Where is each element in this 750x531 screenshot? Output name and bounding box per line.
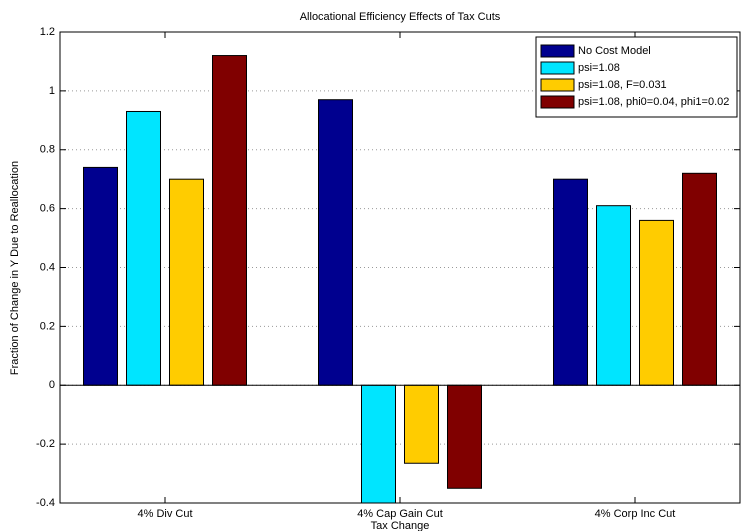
bar [447,384,482,489]
legend-swatch [540,78,575,92]
y-tick-label: 0.2 [40,320,55,332]
x-axis-label: Tax Change [371,520,430,531]
x-tick-label: 4% Div Cut [137,508,192,520]
plot-frame [59,31,741,504]
bar [318,99,353,386]
legend-swatch [540,95,575,109]
bar [169,178,204,386]
bar [596,205,631,386]
y-tick-label: 0.8 [40,144,55,156]
y-tick-label: 1.2 [40,26,55,38]
bar [553,178,588,386]
legend-label: psi=1.08, F=0.031 [578,79,667,91]
y-tick-label: -0.2 [36,438,55,450]
chart-title: Allocational Efficiency Effects of Tax C… [300,11,501,23]
bar [212,55,247,386]
y-axis-label: Fraction of Change in Y Due to Reallocat… [9,161,21,375]
y-tick-label: -0.4 [36,497,55,509]
y-tick-label: 0.6 [40,203,55,215]
y-tick-label: 0.4 [40,261,55,273]
y-tick-label: 0 [49,379,55,391]
legend-label: No Cost Model [578,45,651,57]
legend: No Cost Model psi=1.08 psi=1.08, F=0.031 ps… [535,36,738,118]
legend-swatch [540,44,575,58]
bar [361,384,396,504]
x-tick-label: 4% Corp Inc Cut [595,508,676,520]
bar [682,172,717,386]
x-tick-label: 4% Cap Gain Cut [357,508,443,520]
bar [126,110,161,386]
bar [639,219,674,386]
legend-label: psi=1.08 [578,62,620,74]
legend-swatch [540,61,575,75]
bar [404,384,439,464]
y-tick-label: 1 [49,85,55,97]
bar [83,166,118,386]
legend-label: psi=1.08, phi0=0.04, phi1=0.02 [578,96,729,108]
